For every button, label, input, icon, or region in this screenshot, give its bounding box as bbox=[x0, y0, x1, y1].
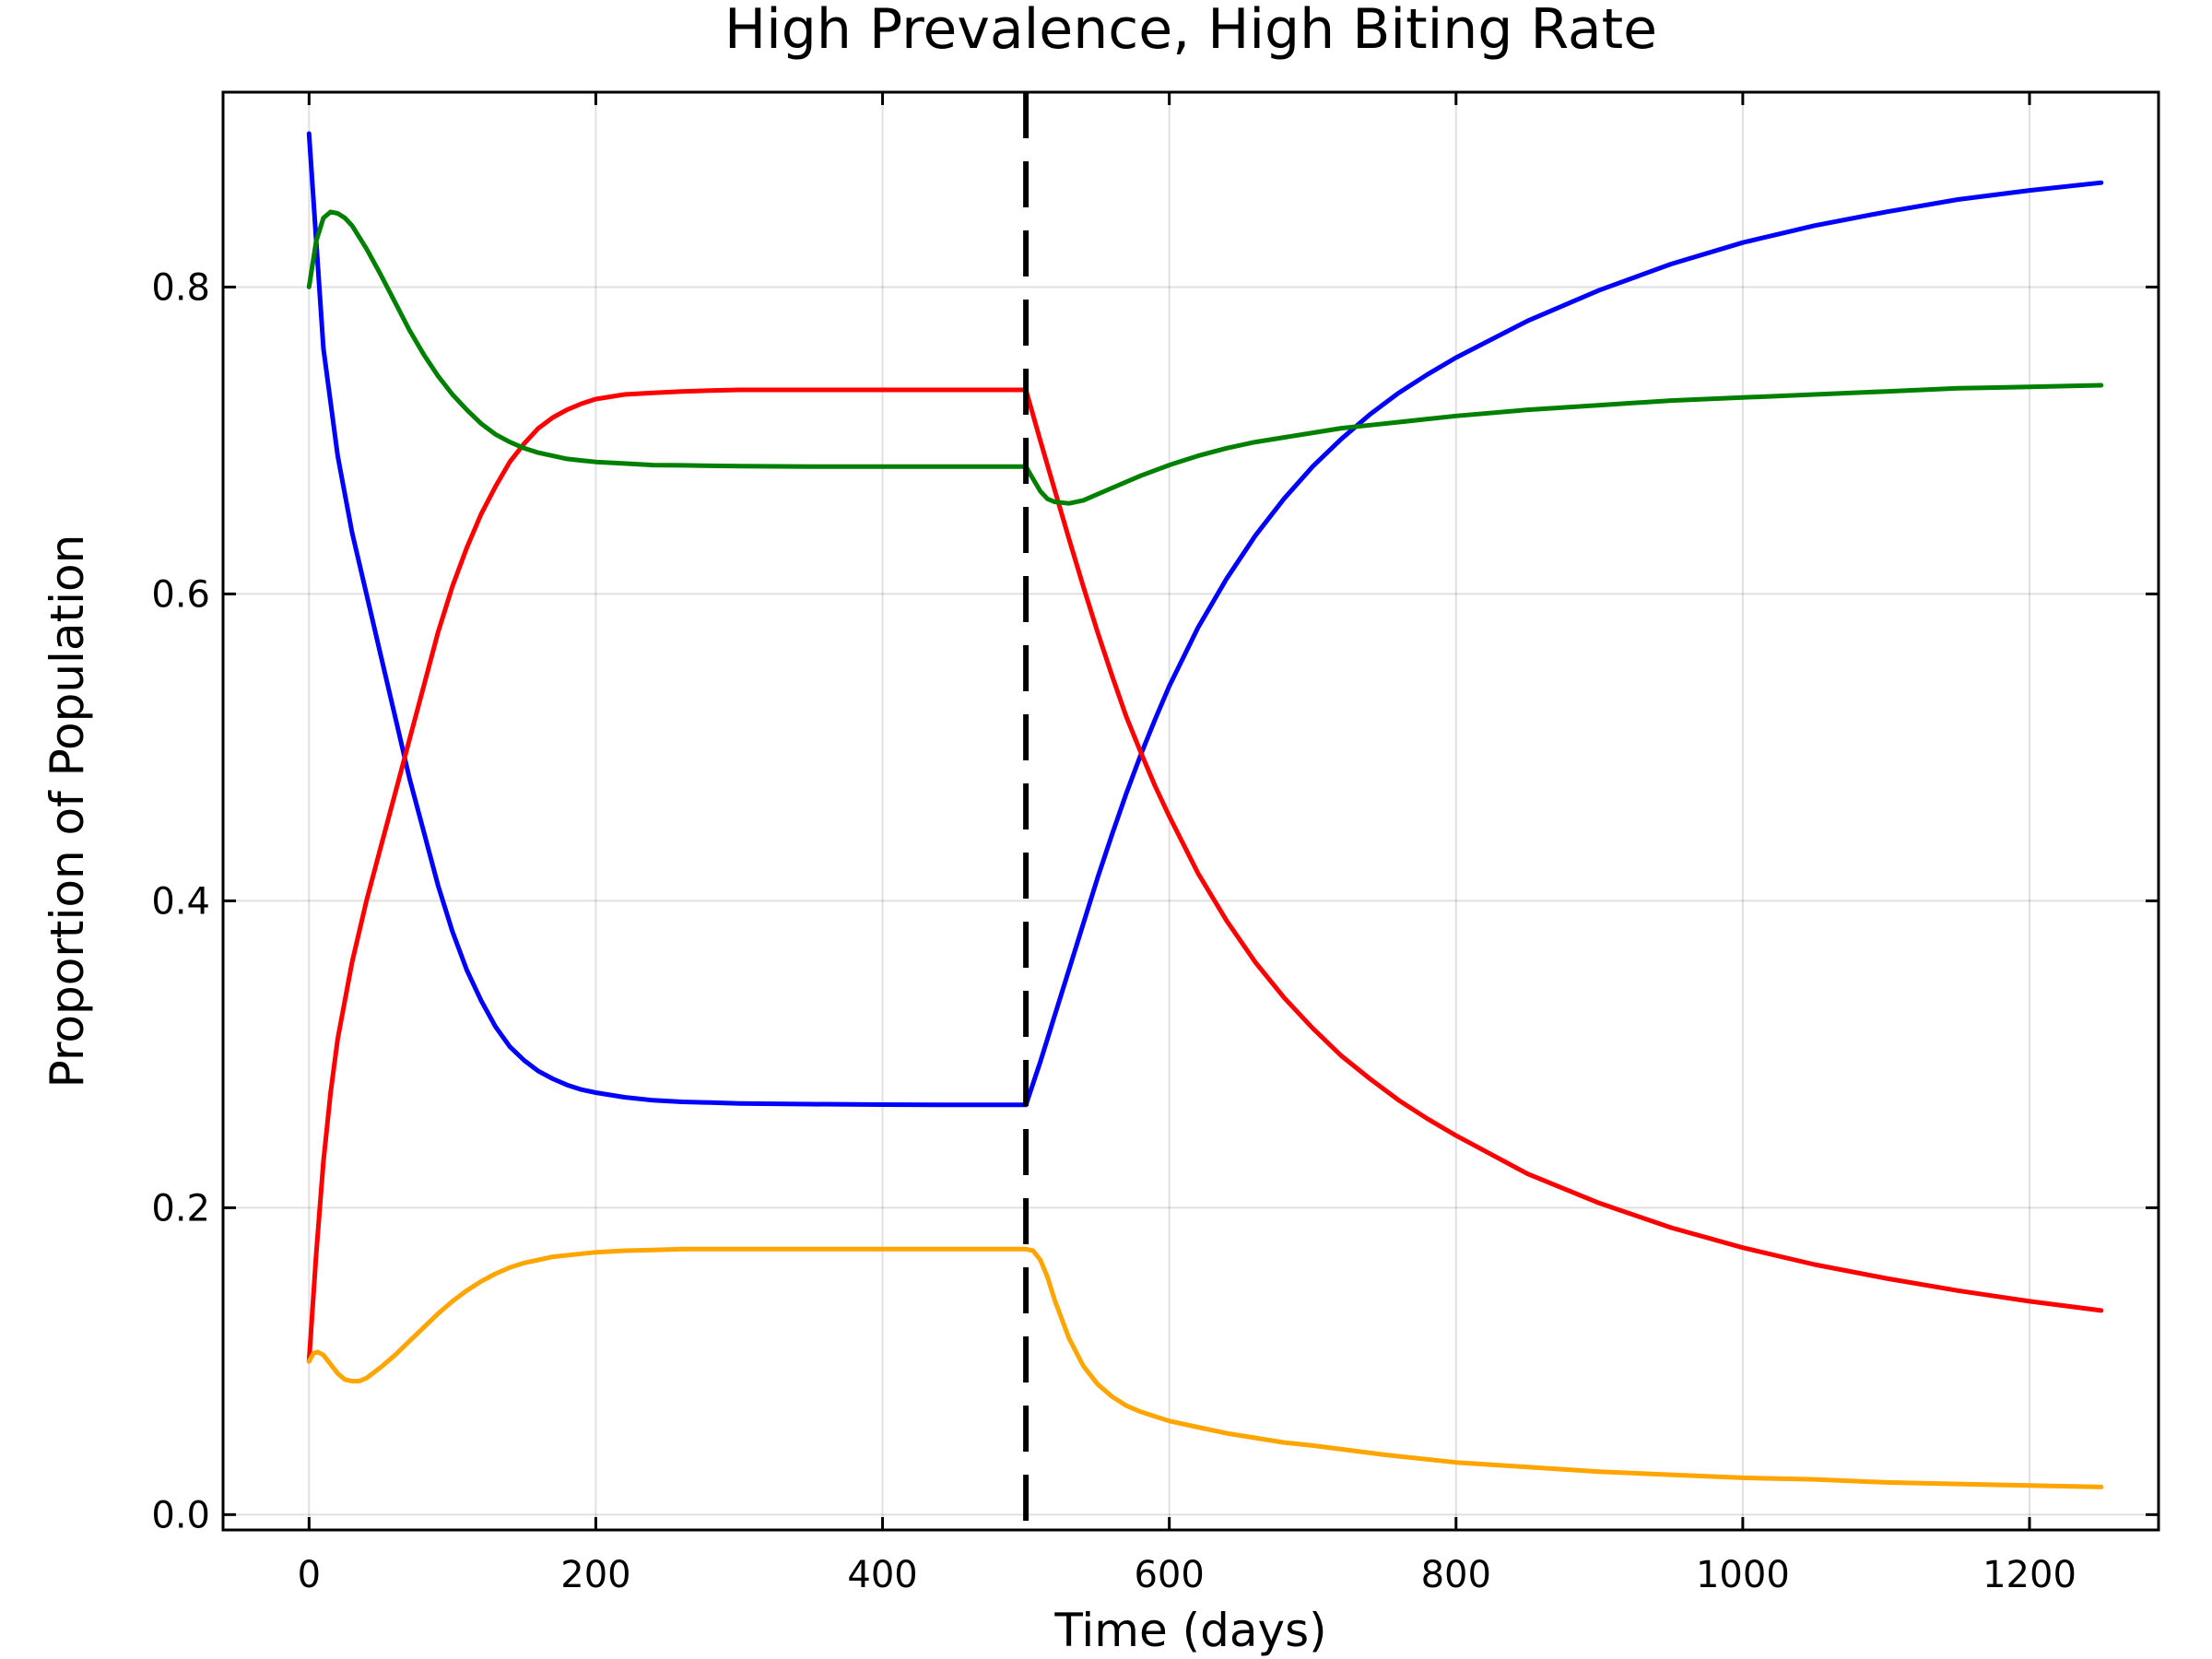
series-layer bbox=[306, 131, 2104, 1489]
series-line-4 bbox=[306, 1246, 2104, 1489]
y-tick-label: 0.6 bbox=[151, 573, 210, 616]
ticks: 0 200 400 600 800 1000 1200 0.0 0.2 0.4 0.6 0.8 bbox=[151, 92, 2159, 1596]
x-tick-label: 800 bbox=[1421, 1554, 1491, 1596]
chart-title: High Prevalence, High Biting Rate bbox=[724, 0, 1657, 62]
x-tick-label: 200 bbox=[560, 1554, 630, 1596]
x-tick-label: 0 bbox=[298, 1554, 321, 1596]
plot-frame bbox=[221, 90, 2160, 1532]
grid bbox=[223, 92, 2159, 1530]
x-tick-label: 1000 bbox=[1696, 1554, 1790, 1596]
x-tick-label: 400 bbox=[847, 1554, 917, 1596]
y-tick-label: 0.2 bbox=[151, 1187, 210, 1230]
y-tick-label: 0.4 bbox=[151, 880, 210, 923]
y-tick-label: 0.0 bbox=[151, 1494, 210, 1536]
series-line-1 bbox=[306, 131, 2104, 1108]
x-axis-label: Time (days) bbox=[1053, 1604, 1326, 1657]
y-tick-label: 0.8 bbox=[151, 266, 210, 309]
series-line-3 bbox=[306, 209, 2104, 506]
y-axis-label: Proportion of Population bbox=[41, 535, 94, 1088]
series-line-2 bbox=[306, 387, 2104, 1364]
x-tick-label: 600 bbox=[1134, 1554, 1204, 1596]
x-tick-label: 1200 bbox=[1983, 1554, 2077, 1596]
